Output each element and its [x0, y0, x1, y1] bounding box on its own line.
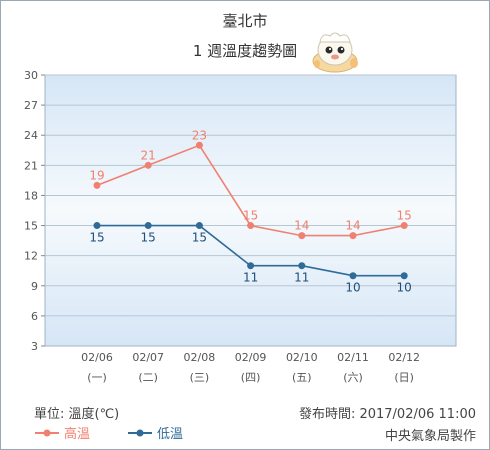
legend-low-label: 低溫: [157, 427, 184, 442]
legend-item-high[interactable]: 高溫: [34, 423, 90, 442]
x-tick-label-weekday: (三): [190, 371, 210, 384]
y-tick-label: 21: [24, 159, 38, 172]
data-point-low: [247, 262, 255, 270]
plot-area: [44, 74, 457, 347]
x-tick-label-date: 02/12: [388, 351, 420, 364]
data-label-high: 23: [192, 128, 207, 142]
legend-high-marker-icon: [35, 429, 59, 436]
y-tick-label: 12: [24, 250, 38, 263]
x-tick-label-date: 02/08: [184, 351, 216, 364]
y-tick-label: 27: [24, 99, 38, 112]
data-label-low: 10: [397, 281, 412, 295]
x-tick-label-weekday: (五): [292, 371, 312, 384]
y-tick-label: 9: [31, 280, 38, 293]
data-label-low: 10: [345, 281, 360, 295]
y-tick-label: 24: [24, 129, 38, 142]
agency-credit: 中央氣象局製作: [384, 429, 476, 444]
data-label-high: 15: [243, 209, 258, 223]
x-tick-label-date: 02/09: [235, 351, 267, 364]
y-tick-label: 18: [24, 189, 38, 202]
data-label-high: 14: [345, 219, 360, 233]
data-point-low: [298, 262, 306, 270]
x-tick-label-date: 02/10: [286, 351, 318, 364]
data-point-low: [400, 272, 408, 280]
data-point-high: [247, 222, 255, 230]
x-tick-label-date: 02/07: [132, 351, 164, 364]
y-tick-label: 3: [31, 340, 38, 353]
data-label-high: 19: [89, 168, 104, 182]
data-point-high: [144, 161, 152, 169]
x-tick-label-weekday: (二): [138, 371, 158, 384]
data-point-high: [195, 141, 203, 149]
data-point-high: [298, 232, 306, 240]
x-tick-label-weekday: (四): [241, 371, 261, 384]
data-point-high: [93, 181, 101, 189]
data-point-low: [349, 272, 357, 280]
mascot-icon: [312, 32, 358, 73]
data-label-low: 11: [294, 271, 309, 285]
unit-label: 單位: 溫度(℃): [34, 407, 120, 422]
x-tick-label-weekday: (六): [343, 371, 363, 384]
data-label-low: 15: [141, 231, 156, 245]
data-point-low: [93, 222, 101, 230]
data-point-low: [195, 222, 203, 230]
y-tick-label: 6: [31, 310, 38, 323]
legend-high-label: 高溫: [64, 427, 91, 442]
data-label-low: 15: [192, 231, 207, 245]
published-time: 發布時間: 2017/02/06 11:00: [298, 407, 476, 422]
y-tick-label: 15: [24, 220, 38, 233]
data-label-high: 21: [141, 148, 156, 162]
data-label-low: 15: [89, 231, 104, 245]
data-point-high: [349, 232, 357, 240]
data-label-high: 15: [397, 209, 412, 223]
chart-subtitle-text: 1 週溫度趨勢圖: [192, 42, 298, 60]
x-tick-label-date: 02/11: [337, 351, 369, 364]
data-point-low: [144, 222, 152, 230]
legend-item-low[interactable]: 低溫: [127, 423, 183, 442]
y-tick-label: 30: [24, 69, 38, 82]
data-label-low: 11: [243, 271, 258, 285]
legend-low-marker-icon: [128, 429, 152, 436]
chart-title-city: 臺北市: [222, 12, 268, 30]
data-label-high: 14: [294, 219, 309, 233]
x-tick-label-weekday: (一): [87, 371, 107, 384]
data-point-high: [400, 222, 408, 230]
chart-subtitle: 1 週溫度趨勢圖: [0, 40, 490, 61]
x-tick-label-weekday: (日): [394, 371, 414, 384]
x-tick-label-date: 02/06: [81, 351, 113, 364]
